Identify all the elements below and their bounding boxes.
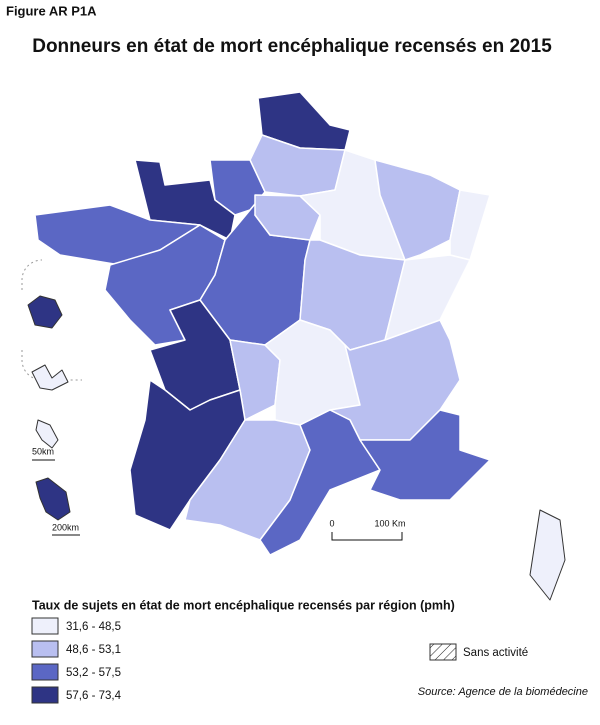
region: [35, 419, 59, 449]
legend-title: Taux de sujets en état de mort encéphali…: [32, 598, 455, 612]
legend: 31,6 - 48,5 48,6 - 53,1 53,2 - 57,5 57,6 - …: [31, 617, 122, 704]
legend-swatch: [31, 640, 59, 658]
legend-swatch: [31, 617, 59, 635]
legend-label: 57,6 - 73,4: [66, 690, 122, 702]
legend-label: 53,2 - 57,5: [66, 667, 121, 679]
legend-label: 31,6 - 48,5: [66, 621, 121, 633]
legend-label: 48,6 - 53,1: [66, 644, 121, 656]
no-activity-label: Sans activité: [463, 647, 528, 659]
region: [374, 159, 461, 261]
region: [529, 509, 566, 601]
legend-swatch: [31, 686, 59, 704]
region: [31, 364, 69, 391]
inset-scale: 50km: [32, 446, 54, 456]
scale-label: 0: [329, 518, 334, 528]
scale-label: 100 Km: [374, 518, 405, 528]
region: [35, 477, 71, 521]
no-activity-swatch: [429, 643, 457, 661]
legend-swatch: [31, 663, 59, 681]
map: [21, 91, 566, 601]
title: Donneurs en état de mort encéphalique re…: [32, 36, 552, 57]
inset-scale: 200km: [52, 522, 79, 532]
region: [259, 409, 381, 556]
figure-label: Figure AR P1A: [6, 3, 97, 18]
region: [27, 295, 63, 329]
region: [359, 409, 491, 501]
source: Source: Agence de la biomédecine: [418, 686, 588, 698]
